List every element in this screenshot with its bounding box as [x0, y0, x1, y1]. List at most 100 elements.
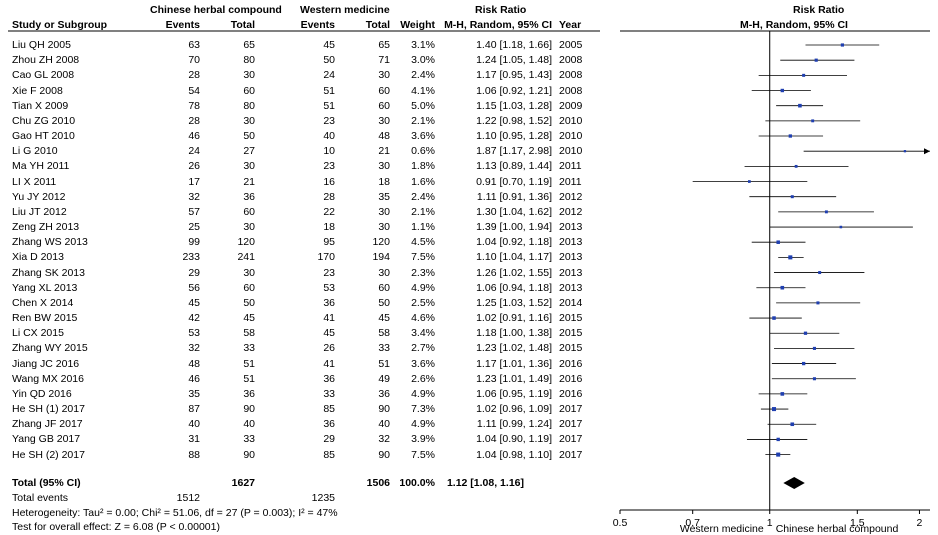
- ctl-total-value: 30: [378, 160, 390, 173]
- ci-value: 1.11 [0.91, 1.36]: [476, 190, 552, 203]
- study-name: Zhang WS 2013: [12, 236, 88, 249]
- year-value: 2008: [559, 69, 583, 82]
- exp-events-value: 32: [188, 342, 200, 355]
- point-estimate-marker: [811, 119, 815, 123]
- exp-events-value: 31: [188, 433, 200, 446]
- point-estimate-marker: [801, 361, 806, 366]
- exp-events-value: 17: [188, 175, 200, 188]
- year-value: 2008: [559, 54, 583, 67]
- year-value: 2010: [559, 145, 583, 158]
- year-value: 2014: [559, 296, 583, 309]
- ctl-total-value: 32: [378, 433, 390, 446]
- ctl-total-value: 35: [378, 190, 390, 203]
- exp-total-value: 36: [243, 387, 255, 400]
- exp-total-value: 60: [243, 205, 255, 218]
- exp-events-value: 28: [188, 114, 200, 127]
- ctl-events-value: 16: [323, 175, 335, 188]
- study-name: Chu ZG 2010: [12, 114, 76, 127]
- exp-events-value: 25: [188, 221, 200, 234]
- total-ci: 1.12 [1.08, 1.16]: [446, 477, 524, 489]
- heterogeneity-text: Heterogeneity: Tau² = 0.00; Chi² = 51.06…: [12, 507, 338, 519]
- study-name: Yin QD 2016: [12, 387, 72, 400]
- weight-value: 4.1%: [411, 84, 435, 97]
- ci-value: 1.15 [1.03, 1.28]: [476, 99, 552, 112]
- exp-total-value: 33: [243, 342, 255, 355]
- col-header-ctl-events: Events: [300, 19, 335, 31]
- point-estimate-marker: [839, 225, 843, 229]
- point-estimate-marker: [803, 331, 808, 335]
- weight-value: 2.5%: [411, 296, 435, 309]
- exp-events-value: 29: [188, 266, 200, 279]
- weight-value: 2.1%: [411, 205, 435, 218]
- total-events-label: Total events: [12, 492, 69, 504]
- ctl-total-value: 30: [378, 221, 390, 234]
- ctl-events-value: 29: [323, 433, 335, 446]
- ctl-total-value: 40: [378, 418, 390, 431]
- year-value: 2015: [559, 312, 583, 325]
- exp-events-value: 233: [182, 251, 200, 264]
- ci-value: 1.06 [0.92, 1.21]: [476, 84, 552, 97]
- ctl-events-value: 85: [323, 403, 335, 416]
- study-name: LI X 2011: [12, 175, 57, 188]
- exp-events-value: 54: [188, 84, 200, 97]
- ctl-total-value: 60: [378, 84, 390, 97]
- weight-value: 1.1%: [411, 221, 435, 234]
- study-name: Yang XL 2013: [12, 281, 78, 294]
- study-name: Li G 2010: [12, 145, 58, 158]
- point-estimate-marker: [771, 407, 777, 412]
- exp-total-value: 60: [243, 84, 255, 97]
- point-estimate-marker: [780, 285, 785, 290]
- year-value: 2016: [559, 387, 583, 400]
- ctl-events-value: 36: [323, 372, 335, 385]
- ctl-events-value: 33: [323, 387, 335, 400]
- col-header-exp-events: Events: [165, 19, 200, 31]
- ci-value: 1.87 [1.17, 2.98]: [476, 145, 552, 158]
- ctl-total-value: 60: [378, 281, 390, 294]
- study-name: Li CX 2015: [12, 327, 64, 340]
- point-estimate-marker: [816, 301, 820, 305]
- ci-value: 1.18 [1.00, 1.38]: [476, 327, 552, 340]
- point-estimate-marker: [788, 134, 792, 138]
- ctl-events-value: 51: [323, 84, 335, 97]
- exp-total-value: 50: [243, 296, 255, 309]
- exp-total-value: 45: [243, 312, 255, 325]
- ci-value: 1.23 [1.01, 1.49]: [476, 372, 552, 385]
- col-header-study: Study or Subgroup: [12, 19, 108, 31]
- ctl-group-header: Western medicine: [300, 4, 390, 16]
- exp-events-value: 48: [188, 357, 200, 370]
- exp-total-value: 21: [243, 175, 255, 188]
- point-estimate-marker: [812, 377, 816, 381]
- weight-value: 5.0%: [411, 99, 435, 112]
- plot-group-header: Risk Ratio: [793, 4, 845, 16]
- ci-value: 0.91 [0.70, 1.19]: [476, 175, 552, 188]
- year-value: 2013: [559, 221, 583, 234]
- point-estimate-marker: [903, 150, 907, 153]
- weight-value: 4.5%: [411, 236, 435, 249]
- ctl-events-value: 23: [323, 114, 335, 127]
- ctl-events-value: 53: [323, 281, 335, 294]
- exp-events-value: 63: [188, 39, 200, 51]
- exp-events-value: 57: [188, 205, 200, 218]
- ctl-total-value: 36: [378, 387, 390, 400]
- ctl-total-value: 30: [378, 114, 390, 127]
- exp-events-value: 88: [188, 448, 200, 461]
- pooled-diamond: [783, 477, 805, 489]
- year-value: 2008: [559, 84, 583, 97]
- ctl-total-value: 58: [378, 327, 390, 340]
- point-estimate-marker: [802, 73, 806, 77]
- exp-events-value: 45: [188, 296, 200, 309]
- ci-value: 1.11 [0.99, 1.24]: [476, 418, 552, 431]
- study-name: Jiang JC 2016: [12, 357, 80, 370]
- exp-events-value: 24: [188, 145, 200, 158]
- ci-value: 1.04 [0.98, 1.10]: [476, 448, 552, 461]
- exp-total-value: 30: [243, 266, 255, 279]
- ctl-total-value: 45: [378, 312, 390, 325]
- weight-value: 4.9%: [411, 418, 435, 431]
- year-value: 2012: [559, 190, 583, 203]
- ctl-total-value: 65: [378, 39, 390, 51]
- exp-total-value: 58: [243, 327, 255, 340]
- ci-value: 1.24 [1.05, 1.48]: [476, 54, 552, 67]
- ctl-events-value: 10: [323, 145, 335, 158]
- ctl-total-value: 30: [378, 69, 390, 82]
